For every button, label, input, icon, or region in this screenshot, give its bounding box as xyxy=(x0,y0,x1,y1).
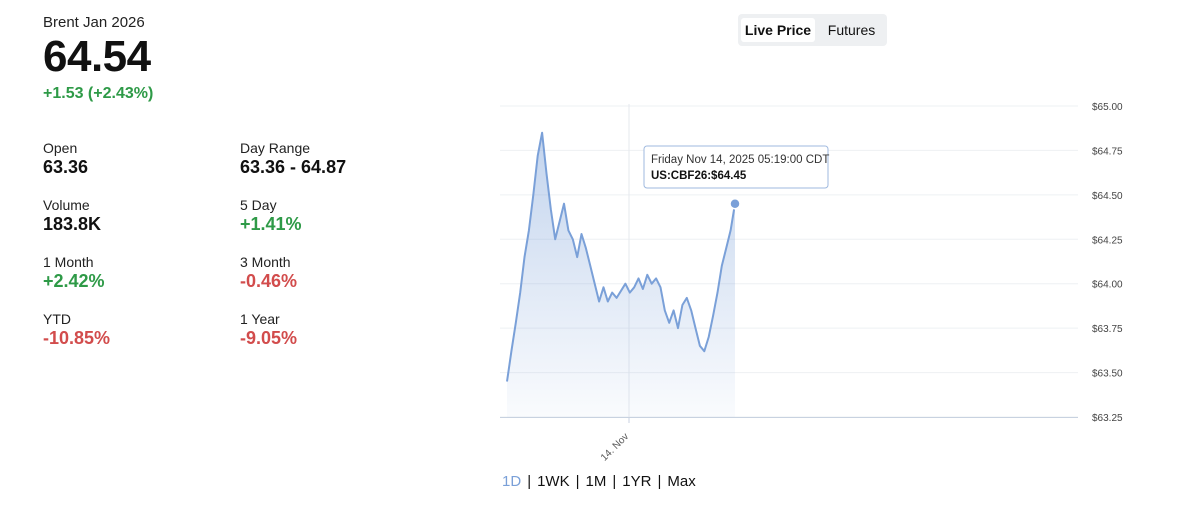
quote-panel: Brent Jan 2026 64.54 +1.53 (+2.43%) Open… xyxy=(43,14,463,348)
stat-ytd: YTD -10.85% xyxy=(43,311,110,349)
stat-value: 63.36 xyxy=(43,157,89,177)
range-1yr[interactable]: 1YR xyxy=(622,473,652,490)
range-max[interactable]: Max xyxy=(667,473,696,490)
last-price: 64.54 xyxy=(43,32,151,81)
range-separator: | xyxy=(527,473,532,490)
stat-label: Volume xyxy=(43,197,90,213)
y-tick-label: $63.50 xyxy=(1092,369,1123,380)
live-price-tab[interactable]: Live Price xyxy=(741,18,815,42)
range-1m[interactable]: 1M xyxy=(585,473,607,490)
stat-label: 1 Year xyxy=(240,311,280,327)
y-tick-label: $64.50 xyxy=(1092,191,1123,202)
y-tick-label: $63.75 xyxy=(1092,324,1123,335)
stat-volume: Volume 183.8K xyxy=(43,197,101,235)
x-tick-label: 14. Nov xyxy=(599,431,631,463)
stat-label: Open xyxy=(43,140,78,156)
futures-tab[interactable]: Futures xyxy=(827,22,876,38)
stat-value: 183.8K xyxy=(43,214,102,234)
stat-value: +2.42% xyxy=(43,271,105,291)
range-separator: | xyxy=(575,473,580,490)
y-tick-label: $65.00 xyxy=(1092,102,1123,113)
stat-value: 63.36 - 64.87 xyxy=(240,157,347,177)
range-1d[interactable]: 1D xyxy=(502,473,522,490)
stat-open: Open 63.36 xyxy=(43,140,88,178)
stat-label: YTD xyxy=(43,311,71,327)
stat-1-year: 1 Year -9.05% xyxy=(240,311,297,349)
stat-value: -0.46% xyxy=(240,271,298,291)
chart-tooltip: Friday Nov 14, 2025 05:19:00 CDT US:CBF2… xyxy=(643,145,829,189)
range-selector: 1D | 1WK | 1M | 1YR | Max xyxy=(502,473,696,490)
range-separator: | xyxy=(657,473,662,490)
stat-5-day: 5 Day +1.41% xyxy=(240,197,302,235)
stat-3-month: 3 Month -0.46% xyxy=(240,254,297,292)
stat-label: 5 Day xyxy=(240,197,277,213)
stat-value: -9.05% xyxy=(240,328,298,348)
stat-value: -10.85% xyxy=(43,328,111,348)
stat-day-range: Day Range 63.36 - 64.87 xyxy=(240,140,346,178)
stat-1-month: 1 Month +2.42% xyxy=(43,254,105,292)
range-separator: | xyxy=(612,473,617,490)
price-line xyxy=(506,131,736,382)
y-tick-label: $64.25 xyxy=(1092,235,1123,246)
tooltip-time: Friday Nov 14, 2025 05:19:00 CDT xyxy=(651,154,829,166)
stat-value: +1.41% xyxy=(240,214,302,234)
hover-point[interactable] xyxy=(729,197,741,210)
stat-label: 1 Month xyxy=(43,254,94,270)
y-tick-label: $64.00 xyxy=(1092,280,1123,291)
price-type-toggle: Live Price Futures xyxy=(738,14,887,46)
range-1wk[interactable]: 1WK xyxy=(537,473,570,490)
price-change: +1.53 (+2.43%) xyxy=(43,85,154,102)
y-axis-ticks: $65.00 $64.75 $64.50 $64.25 $64.00 $63.75 $63.… xyxy=(1092,102,1123,424)
y-tick-label: $63.25 xyxy=(1092,413,1123,424)
stat-label: Day Range xyxy=(240,140,311,156)
instrument-title: Brent Jan 2026 xyxy=(43,14,145,31)
y-tick-label: $64.75 xyxy=(1092,146,1123,157)
stat-label: 3 Month xyxy=(240,254,291,270)
tooltip-value: US:CBF26:$64.45 xyxy=(651,170,747,182)
